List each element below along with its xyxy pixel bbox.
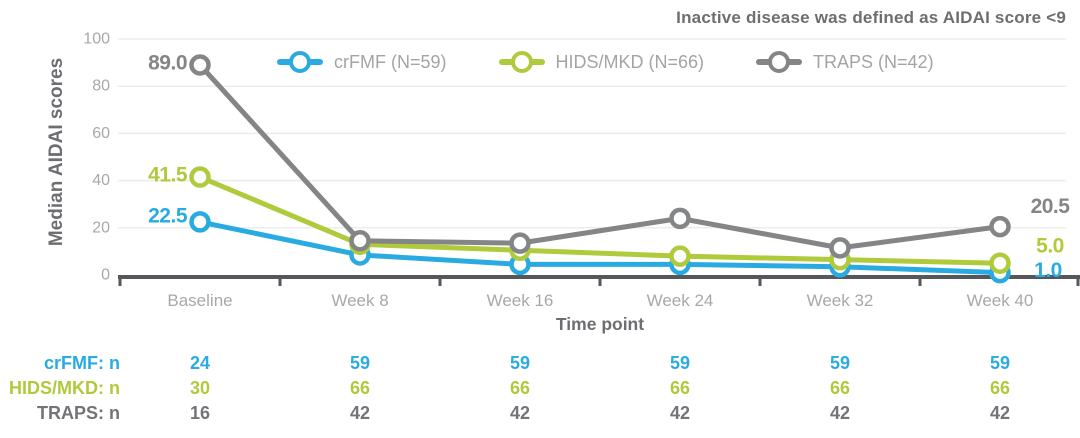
legend-line-marker-icon bbox=[498, 51, 545, 73]
series-line bbox=[198, 63, 1001, 251]
n-table-value: 42 bbox=[669, 403, 691, 423]
legend-label: crFMF (N=59) bbox=[334, 51, 447, 72]
data-point-marker bbox=[989, 215, 1011, 238]
legend-item: HIDS/MKD (N=66) bbox=[498, 51, 705, 73]
legend-circle-icon bbox=[510, 51, 533, 73]
data-point-marker bbox=[349, 230, 371, 252]
data-point-marker bbox=[829, 237, 851, 259]
point-label-end: 5.0 bbox=[1036, 235, 1064, 258]
category-label: Week 40 bbox=[967, 291, 1034, 310]
category-label: Week 8 bbox=[331, 291, 388, 310]
category-label: Baseline bbox=[167, 291, 232, 310]
point-label-start: 22.5 bbox=[148, 204, 188, 227]
n-per-timepoint-table: crFMF: n 24 59 59 59 59 59 HIDS/MKD: n 30 66 66 66 6… bbox=[0, 351, 1080, 426]
data-point-marker bbox=[669, 207, 691, 230]
n-table-row-label: HIDS/MKD: n bbox=[9, 378, 120, 398]
legend-line-marker-icon bbox=[277, 51, 323, 73]
y-tick-label: 60 bbox=[92, 125, 110, 142]
point-label-end: 1.0 bbox=[1034, 259, 1062, 282]
n-table-value: 59 bbox=[509, 353, 531, 373]
n-table-value: 59 bbox=[349, 353, 371, 373]
legend: crFMF (N=59) HIDS/MKD (N=66) TRAPS (N=42) bbox=[277, 50, 934, 74]
n-table-value: 59 bbox=[669, 353, 691, 373]
data-point-marker bbox=[669, 245, 691, 267]
category-label: Week 24 bbox=[647, 291, 714, 310]
n-table-value: 66 bbox=[509, 378, 531, 398]
n-table-value: 59 bbox=[989, 353, 1011, 373]
line-chart-plot-area: 0 20 40 60 80 100 Baseline Week 8 Week 16 Week 24… bbox=[83, 31, 1080, 310]
y-tick-label: 20 bbox=[92, 219, 110, 236]
n-table-value: 66 bbox=[829, 378, 851, 398]
data-point-marker bbox=[989, 252, 1011, 274]
n-table-value: 59 bbox=[829, 353, 851, 373]
n-table-value: 42 bbox=[349, 403, 371, 423]
point-label-start: 89.0 bbox=[148, 51, 187, 74]
data-point-marker bbox=[509, 232, 531, 254]
data-point-marker bbox=[189, 54, 211, 76]
legend-item: crFMF (N=59) bbox=[277, 51, 447, 73]
n-table-row-label: TRAPS: n bbox=[37, 403, 120, 423]
legend-circle-icon bbox=[768, 51, 791, 73]
data-point-marker bbox=[189, 211, 211, 233]
n-table-value: 42 bbox=[509, 403, 531, 423]
n-table-value: 30 bbox=[189, 378, 211, 398]
chart-note: Inactive disease was defined as AIDAI sc… bbox=[676, 8, 1066, 27]
series-line bbox=[199, 219, 1001, 276]
y-tick-label: 80 bbox=[92, 78, 110, 95]
n-table-row-label: crFMF: n bbox=[44, 353, 120, 373]
y-tick-label: 40 bbox=[92, 172, 110, 189]
legend-circle-icon bbox=[289, 51, 311, 73]
y-tick-label: 100 bbox=[83, 31, 110, 48]
legend-item: TRAPS (N=42) bbox=[756, 51, 934, 73]
n-table-value: 66 bbox=[989, 378, 1011, 398]
n-table-value: 42 bbox=[989, 403, 1011, 423]
n-table-value: 16 bbox=[189, 403, 211, 423]
legend-label: TRAPS (N=42) bbox=[813, 51, 934, 72]
n-table-value: 42 bbox=[829, 403, 851, 423]
point-label-end: 20.5 bbox=[1031, 195, 1071, 218]
data-point-marker bbox=[189, 166, 211, 188]
n-table-value: 66 bbox=[349, 378, 371, 398]
n-table-value: 66 bbox=[669, 378, 691, 398]
n-table-value: 24 bbox=[189, 353, 211, 373]
point-label-start: 41.5 bbox=[148, 164, 188, 187]
legend-label: HIDS/MKD (N=66) bbox=[555, 51, 705, 72]
legend-line-marker-icon bbox=[756, 51, 803, 73]
series-line bbox=[199, 174, 1001, 266]
category-label: Week 32 bbox=[807, 291, 874, 310]
y-tick-label: 0 bbox=[101, 267, 110, 284]
x-axis-title: Time point bbox=[555, 314, 645, 334]
category-label: Week 16 bbox=[487, 291, 554, 310]
